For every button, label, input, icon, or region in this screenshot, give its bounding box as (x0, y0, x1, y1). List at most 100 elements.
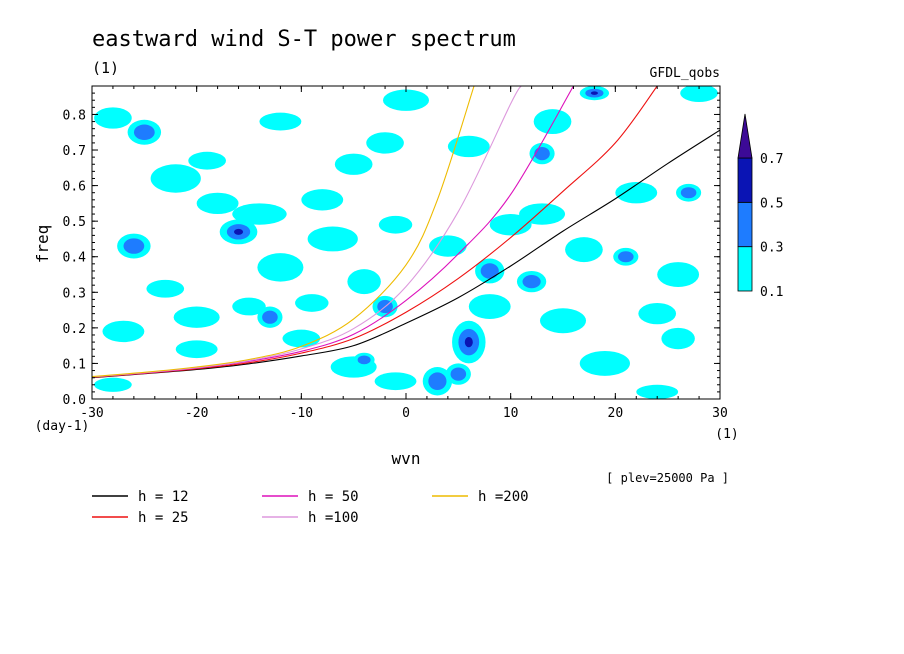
legend-label-5: h =200 (478, 489, 529, 505)
contour-level-3 (234, 228, 244, 235)
contour-blob (429, 235, 467, 257)
contour-blob (353, 352, 375, 367)
contour-level-1 (468, 294, 511, 319)
contour-blob (196, 192, 239, 215)
contour-level-2 (534, 146, 550, 161)
contour-level-1 (257, 253, 304, 282)
contour-blob (257, 306, 283, 328)
x-tick-label: -30 (80, 406, 103, 421)
contour-level-2 (428, 372, 447, 391)
colorbar-box-1 (737, 246, 753, 292)
contour-level-1 (94, 107, 132, 129)
series-line-5 (92, 86, 475, 378)
contour-level-1 (382, 89, 430, 111)
contour-blob (146, 279, 185, 298)
contour-blob (445, 363, 471, 385)
contour-level-2 (450, 367, 467, 381)
contour-level-1 (146, 279, 185, 298)
contour-blob (259, 112, 302, 131)
contour-level-2 (123, 238, 145, 254)
colorbar-label: 0.5 (760, 196, 783, 211)
contour-blob (378, 215, 413, 234)
dispersion-curves (92, 86, 720, 379)
y-tick-label: 0.8 (63, 108, 86, 123)
contour-level-1 (102, 320, 145, 343)
x-axis-label: wvn (392, 449, 421, 468)
contour-level-1 (447, 135, 490, 158)
contour-level-2 (262, 310, 278, 324)
contour-level-1 (539, 308, 587, 334)
contour-blob (127, 119, 162, 145)
contour-level-1 (150, 164, 201, 193)
contour-blob (334, 153, 373, 175)
colorbar: 0.1 0.3 0.5 0.7 (737, 113, 783, 300)
contour-blob (102, 320, 145, 343)
contour-blob (422, 366, 453, 396)
contour-blob (117, 233, 151, 259)
legend-label-1: h = 12 (138, 489, 189, 505)
contour-level-1 (366, 132, 404, 154)
y-tick-label: 0.0 (63, 393, 86, 408)
contour-level-1 (307, 226, 358, 252)
contour-blob (680, 86, 718, 103)
contour-blob (452, 320, 486, 364)
legend-label-3: h = 50 (308, 489, 359, 505)
contour-blob (307, 226, 358, 252)
contour-blob (661, 327, 695, 350)
colorbar-box-2 (737, 201, 753, 248)
contour-blob (519, 203, 566, 225)
x-tick-label: -10 (290, 406, 313, 421)
contour-blob (638, 302, 677, 325)
contour-level-1 (295, 294, 329, 312)
contour-blob (257, 253, 304, 282)
contour-blob (579, 86, 610, 101)
subtitle-right: GFDL_qobs (650, 66, 720, 81)
series-line-1 (92, 129, 720, 379)
contour-blob (188, 151, 226, 170)
contour-layer (94, 86, 718, 399)
chart-title: eastward wind S-T power spectrum (92, 27, 516, 52)
contour-blob (447, 135, 490, 158)
contour-level-1 (489, 214, 532, 236)
contour-level-1 (374, 372, 417, 391)
y-axis: 0.0 0.1 0.2 0.3 0.4 0.5 0.6 0.7 0.8 (63, 85, 720, 408)
contour-level-3 (590, 91, 598, 95)
subtitle-left: (1) (92, 59, 119, 77)
contour-level-1 (301, 189, 344, 211)
y-tick-label: 0.6 (63, 180, 86, 195)
contour-blob (232, 203, 287, 225)
colorbar-label: 0.3 (760, 241, 783, 256)
contour-blob (232, 297, 266, 316)
contour-level-1 (232, 203, 287, 225)
contour-blob (579, 350, 630, 376)
x-tick-label: 10 (503, 406, 519, 421)
contour-blob (175, 340, 218, 359)
series-line-4 (92, 86, 522, 378)
contour-level-1 (232, 297, 266, 316)
x-axis: -30 -20 -10 0 10 20 30 (80, 86, 728, 421)
contour-level-1 (661, 327, 695, 350)
contour-blob (150, 164, 201, 193)
colorbar-label: 0.1 (760, 285, 783, 300)
y-tick-label: 0.2 (63, 322, 86, 337)
contour-blob (468, 294, 511, 319)
contour-blob (475, 258, 505, 284)
contour-level-2 (522, 275, 541, 289)
colorbar-arrow (737, 113, 753, 159)
contour-blob (613, 247, 639, 266)
contour-level-1 (94, 377, 132, 392)
contour-level-2 (680, 187, 697, 199)
contour-blob (94, 377, 132, 392)
contour-level-1 (636, 384, 679, 399)
y-tick-label: 0.3 (63, 286, 86, 301)
x-tick-label: -20 (185, 406, 208, 421)
y-tick-label: 0.5 (63, 215, 86, 230)
x-unit-label: (1) (715, 427, 738, 442)
legend-label-2: h = 25 (138, 510, 189, 526)
contour-blob (539, 308, 587, 334)
contour-blob (366, 132, 404, 154)
legend-label-4: h =100 (308, 510, 359, 526)
plev-annotation: [ plev=25000 Pa ] (606, 471, 729, 485)
contour-blob (565, 237, 603, 263)
